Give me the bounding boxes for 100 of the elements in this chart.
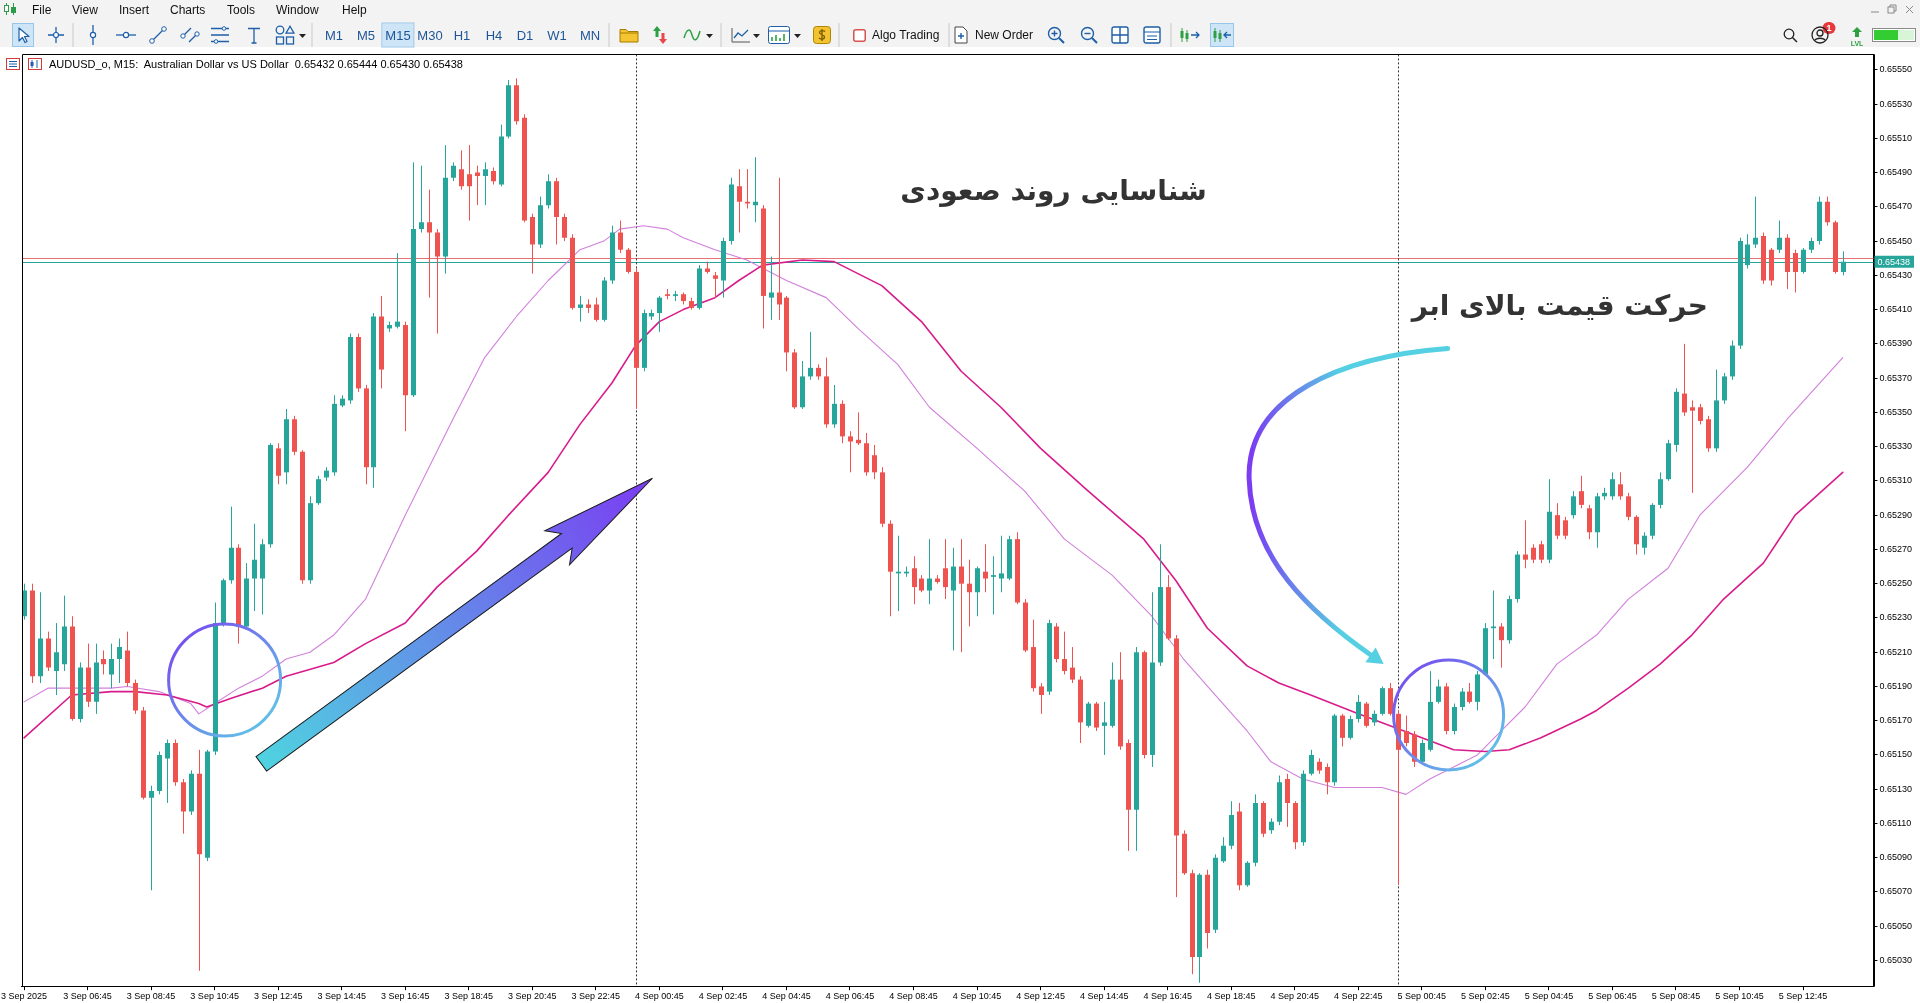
candlestick	[1523, 519, 1528, 569]
candlestick	[1094, 701, 1099, 732]
y-tick-label: 0.65290	[1879, 509, 1913, 520]
candlestick	[1285, 773, 1290, 828]
candlestick	[467, 144, 472, 222]
candlestick	[737, 168, 742, 234]
candlestick	[808, 331, 813, 381]
candlestick	[1626, 492, 1631, 521]
x-tick-label: 5 Sep 08:45	[1651, 991, 1701, 1002]
annotation: شناسایی روند صعودی	[900, 173, 1207, 207]
candlestick	[618, 220, 623, 254]
candlestick	[1070, 646, 1075, 684]
x-tick-label: 4 Sep 18:45	[1206, 991, 1256, 1002]
text: Algo Trading	[872, 28, 940, 42]
candlestick	[483, 161, 488, 206]
text: Help	[342, 3, 367, 17]
candlestick	[1062, 631, 1067, 675]
x-tick-label: 4 Sep 04:45	[762, 991, 811, 1002]
candlestick	[777, 177, 782, 321]
chart-title: AUDUSD_o, M15: Australian Dollar vs US Dollar 0.65432 0.65444 0.65430 0.65438	[47, 58, 465, 70]
text: M1	[323, 26, 345, 45]
candlestick	[1499, 622, 1504, 669]
x-tick-label: 4 Sep 16:45	[1143, 991, 1192, 1002]
x-tick-label: 5 Sep 10:45	[1715, 991, 1764, 1002]
y-tick-label: 0.65030	[1879, 954, 1913, 965]
candlestick	[1531, 543, 1536, 564]
candlestick	[1793, 249, 1798, 293]
x-tick-label: 5 Sep 04:45	[1524, 991, 1574, 1002]
candlestick	[1467, 682, 1472, 705]
y-tick-label: 0.65510	[1879, 132, 1913, 143]
x-tick-label: 4 Sep 00:45	[635, 991, 684, 1002]
x-tick-label: 4 Sep 12:45	[1016, 991, 1065, 1002]
candlestick	[1221, 836, 1226, 864]
candlestick	[101, 649, 106, 675]
candlestick	[872, 444, 877, 480]
text: M5	[355, 26, 377, 45]
candlestick	[1404, 715, 1409, 747]
candlestick	[1587, 504, 1592, 540]
y-tick-label: 0.65230	[1879, 612, 1913, 623]
candlestick	[1539, 540, 1544, 564]
x-tick-label: 3 Sep 14:45	[317, 991, 366, 1002]
y-tick-label: 0.65310	[1879, 475, 1913, 486]
text: Tools	[227, 3, 256, 17]
text: 1	[1822, 22, 1836, 34]
candlestick	[252, 523, 257, 612]
candlestick	[1682, 343, 1687, 417]
x-tick-label: 5 Sep 06:45	[1588, 991, 1637, 1002]
y-tick-label: 0.65530	[1879, 98, 1913, 109]
candlestick	[626, 247, 631, 275]
y-tick-label: 0.65210	[1879, 646, 1913, 657]
x-tick-label: 3 Sep 06:45	[63, 991, 112, 1002]
y-tick-label: 0.65350	[1879, 406, 1913, 417]
candlestick	[967, 559, 972, 627]
y-tick-label: 0.65090	[1879, 852, 1913, 863]
y-tick-label: 0.65070	[1879, 886, 1913, 897]
candlestick	[975, 566, 980, 617]
y-tick-label: 0.65170	[1879, 715, 1913, 726]
text: W1	[546, 26, 568, 45]
candlestick	[1642, 531, 1647, 556]
y-tick-label: 0.65390	[1879, 338, 1913, 349]
candlestick	[1610, 471, 1615, 501]
annotation: حرکت قیمت بالای ابر	[1411, 288, 1708, 322]
candlestick	[1777, 220, 1782, 254]
candlestick	[1452, 703, 1457, 735]
candlestick	[149, 785, 154, 891]
candlestick	[1579, 475, 1584, 509]
candlestick	[1555, 502, 1560, 540]
candlestick	[951, 547, 956, 651]
x-tick-label: 3 Sep 12:45	[253, 991, 303, 1002]
candlestick	[848, 430, 853, 473]
y-tick-label: 0.65330	[1879, 441, 1913, 452]
candlestick	[983, 543, 988, 593]
candlestick	[419, 165, 424, 234]
x-tick-label: 4 Sep 02:45	[698, 991, 748, 1002]
candlestick	[1491, 590, 1496, 660]
candlestick	[943, 538, 948, 600]
text: H1	[452, 26, 472, 45]
ref-line-label: 0.65438	[1877, 256, 1911, 267]
candlestick	[1356, 694, 1361, 723]
candlestick	[927, 538, 932, 605]
text: M15	[382, 23, 414, 47]
x-tick-label: 5 Sep 12:45	[1778, 991, 1828, 1002]
text: Insert	[119, 3, 150, 17]
candlestick	[578, 295, 583, 323]
candlestick	[959, 538, 964, 653]
candlestick	[999, 535, 1004, 593]
y-tick-label: 0.65050	[1879, 920, 1913, 931]
y-tick-label: 0.65110	[1879, 817, 1912, 828]
candlestick	[316, 475, 321, 506]
x-tick-label: 4 Sep 20:45	[1270, 991, 1320, 1002]
x-tick-label: 4 Sep 22:45	[1334, 991, 1383, 1002]
x-tick-label: 3 Sep 2025	[1, 991, 48, 1002]
candlestick	[562, 213, 567, 242]
candlestick	[1698, 403, 1703, 425]
y-tick-label: 0.65550	[1879, 64, 1913, 75]
candlestick	[109, 643, 114, 689]
y-tick-label: 0.65450	[1879, 235, 1913, 246]
candlestick	[1348, 715, 1353, 741]
x-tick-label: 4 Sep 10:45	[952, 991, 1002, 1002]
candlestick	[1340, 713, 1345, 747]
